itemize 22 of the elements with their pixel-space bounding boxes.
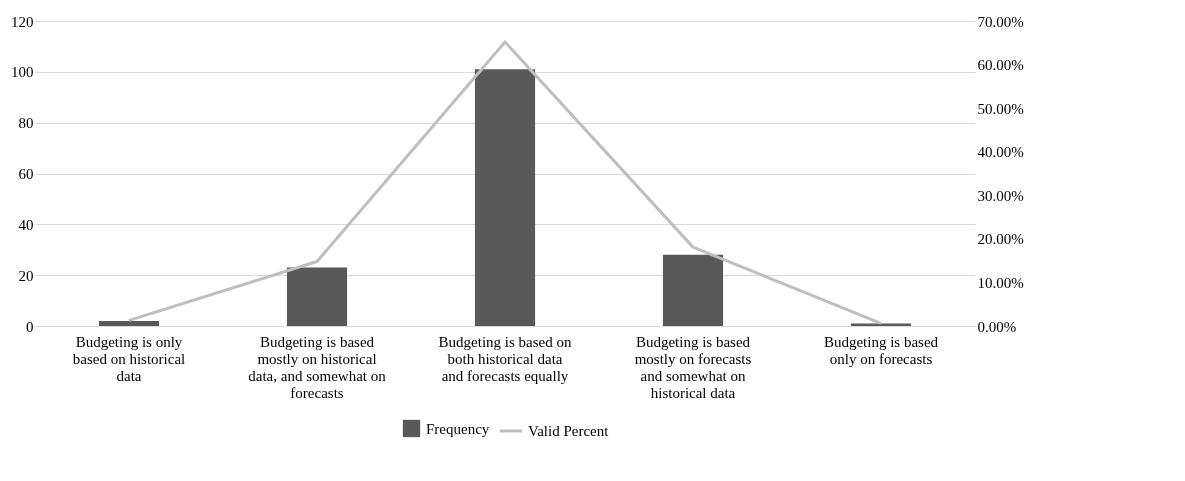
y2-tick-label: 20.00% <box>977 231 1024 248</box>
y2-tick-label: 50.00% <box>977 100 1024 117</box>
y-tick-label: 100 <box>11 64 34 81</box>
y-tick-label: 60 <box>18 166 34 182</box>
x-tick-label: Budgeting is based only on forecasts <box>823 333 939 367</box>
y2-tick-label: 30.00% <box>977 187 1024 204</box>
x-tick-label: Budgeting is based mostly on forecasts and somewhat on historical data <box>634 333 752 401</box>
y2-tick-label: 10.00% <box>977 274 1024 291</box>
legend-label: Frequency <box>426 420 490 437</box>
y-tick-label: 120 <box>11 13 34 30</box>
x-tick-label: Budgeting is based on both historical data and forecasts equally <box>438 333 572 384</box>
y-tick-label: 40 <box>18 216 34 233</box>
y-tick-label: 0 <box>26 318 34 335</box>
y2-tick-label: 70.00% <box>977 13 1024 30</box>
y2-tick-label: 60.00% <box>977 57 1024 74</box>
x-tick-label: Budgeting is based mostly on historical data, and somewhat on forecasts <box>248 333 387 401</box>
y-tick-label: 20 <box>18 267 34 284</box>
y-tick-label: 80 <box>18 115 34 132</box>
y2-tick-label: 40.00% <box>977 144 1024 161</box>
y2-tick-label: 0.00% <box>977 318 1017 335</box>
x-tick-label: Budgeting is only based on historical data <box>72 333 186 384</box>
legend-label: Valid Percent <box>528 423 610 439</box>
